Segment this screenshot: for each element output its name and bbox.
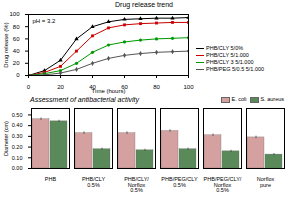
svg-text:0.10: 0.10 (12, 155, 23, 161)
svg-text:20: 20 (57, 84, 64, 90)
svg-text:0.00: 0.00 (12, 165, 23, 171)
svg-text:PHB/PEG/CLY0.5%: PHB/PEG/CLY0.5% (161, 176, 198, 188)
html-text:Drug release trend: Drug release trend (115, 1, 173, 8)
svg-text:0.50: 0.50 (12, 112, 23, 118)
svg-text:60: 60 (13, 36, 20, 42)
svg-text:0: 0 (27, 84, 31, 90)
svg-text:0.40: 0.40 (12, 122, 23, 128)
svg-text:PHB/CLY0.5%: PHB/CLY0.5% (82, 176, 105, 188)
svg-text:0.20: 0.20 (12, 144, 23, 150)
svg-text:Diameter (cm): Diameter (cm) (3, 121, 9, 156)
svg-text:100: 100 (183, 84, 194, 90)
svg-text:PHB/PEG/CLY/Norflox0.5%: PHB/PEG/CLY/Norflox0.5% (204, 176, 242, 193)
html-text:PHB/CLY 3 5/1.000: PHB/CLY 3 5/1.000 (206, 59, 254, 65)
svg-text:Drug release (%): Drug release (%) (3, 22, 9, 67)
svg-text:0: 0 (16, 72, 20, 78)
svg-text:PHB/CLY/Norflox0.5%: PHB/CLY/Norflox0.5% (124, 176, 149, 193)
svg-text:Norfloxpure: Norfloxpure (257, 176, 275, 188)
html-text:E. coli: E. coli (231, 96, 247, 102)
html-text:Assessment of antibacterial ac: Assessment of antibacterial activity (30, 96, 139, 103)
svg-text:20: 20 (13, 60, 20, 66)
svg-text:Time (hours): Time (hours) (92, 88, 126, 94)
html-text:PHB/PEG 5/0.5 5/1.000: PHB/PEG 5/0.5 5/1.000 (206, 66, 265, 72)
svg-text:pH = 3.2: pH = 3.2 (33, 18, 57, 24)
html-text:PHB/CLY 5/0%: PHB/CLY 5/0% (206, 45, 244, 51)
svg-text:80: 80 (13, 24, 20, 30)
svg-text:40: 40 (13, 48, 20, 54)
html-text:S. aureus: S. aureus (260, 96, 284, 102)
svg-text:PHB: PHB (45, 176, 57, 182)
svg-text:0.30: 0.30 (12, 133, 23, 139)
svg-text:80: 80 (153, 84, 160, 90)
svg-text:100: 100 (9, 11, 20, 17)
html-text:PHB/CLY 5/1.000: PHB/CLY 5/1.000 (206, 52, 249, 58)
